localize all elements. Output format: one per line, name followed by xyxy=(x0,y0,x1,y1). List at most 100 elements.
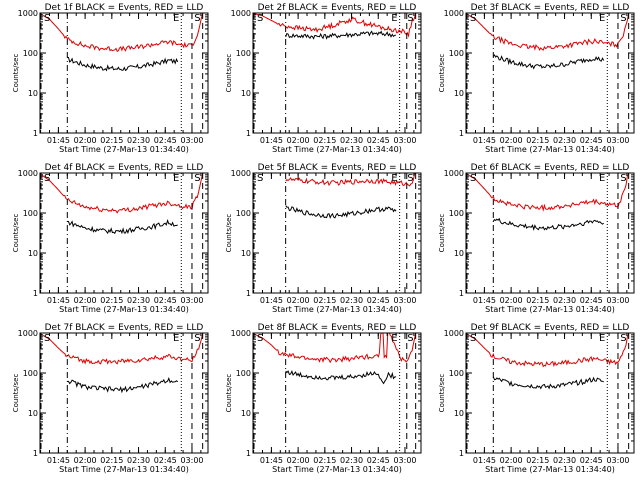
series-line-lld xyxy=(466,13,630,51)
x-axis-label: Start Time (27-Mar-13 01:34:40) xyxy=(59,305,189,314)
time-marker-label: S xyxy=(44,173,50,184)
y-axis-label: Counts/sec xyxy=(12,54,20,93)
y-axis-label: Counts/sec xyxy=(225,374,233,413)
x-tick-label: 01:45 xyxy=(260,136,283,145)
x-tick-label: 02:45 xyxy=(154,456,177,465)
series-line-events xyxy=(492,217,605,231)
y-axis-label: Counts/sec xyxy=(225,54,233,93)
x-tick-label: 03:00 xyxy=(393,456,416,465)
y-tick-label: 100 xyxy=(23,369,38,378)
x-tick-label: 02:30 xyxy=(553,136,576,145)
y-tick-label: 100 xyxy=(236,49,251,58)
time-marker-label: S xyxy=(44,13,50,24)
time-marker-label: S xyxy=(620,13,626,24)
series-line-events xyxy=(67,56,179,72)
time-marker-label: E xyxy=(391,333,397,344)
time-marker-label: S xyxy=(194,333,200,344)
y-tick-label: 10 xyxy=(454,89,464,98)
panel-title: Det 9f BLACK = Events, RED = LLD xyxy=(471,323,630,333)
x-axis-label: Start Time (27-Mar-13 01:34:40) xyxy=(272,145,402,154)
x-tick-label: 02:15 xyxy=(313,296,336,305)
x-axis-label: Start Time (27-Mar-13 01:34:40) xyxy=(272,465,402,474)
y-axis-label: Counts/sec xyxy=(438,214,446,253)
x-tick-label: 02:15 xyxy=(100,136,123,145)
x-tick-label: 01:45 xyxy=(260,456,283,465)
series-line-events xyxy=(285,369,397,385)
series-line-events xyxy=(492,54,605,70)
series-group xyxy=(40,173,204,235)
time-marker-label: S xyxy=(407,13,413,24)
series-line-lld xyxy=(253,13,417,38)
y-tick-label: 10 xyxy=(28,249,38,258)
y-tick-label: 1000 xyxy=(444,329,464,338)
plot-frame xyxy=(465,12,635,134)
y-tick-label: 10 xyxy=(241,249,251,258)
time-marker-label: S xyxy=(407,173,413,184)
x-tick-label: 03:00 xyxy=(606,136,629,145)
x-axis-label: Start Time (27-Mar-13 01:34:40) xyxy=(485,465,615,474)
x-tick-label: 02:15 xyxy=(526,136,549,145)
panel-title: Det 4f BLACK = Events, RED = LLD xyxy=(45,163,204,173)
x-axis-label: Start Time (27-Mar-13 01:34:40) xyxy=(485,145,615,154)
time-marker-label: E xyxy=(173,333,179,344)
y-axis-label: Counts/sec xyxy=(12,374,20,413)
time-marker-label: S xyxy=(620,333,626,344)
x-axis-label: Start Time (27-Mar-13 01:34:40) xyxy=(485,305,615,314)
series-group xyxy=(253,13,417,40)
y-tick-label: 1 xyxy=(33,449,38,458)
x-tick-label: 03:00 xyxy=(393,296,416,305)
y-axis-label: Counts/sec xyxy=(12,214,20,253)
y-tick-label: 1 xyxy=(246,289,251,298)
series-line-lld xyxy=(40,173,204,214)
y-tick-label: 1000 xyxy=(444,9,464,18)
y-tick-label: 1 xyxy=(246,129,251,138)
panel-title: Det 1f BLACK = Events, RED = LLD xyxy=(45,3,204,13)
x-tick-label: 03:00 xyxy=(180,136,203,145)
series-group xyxy=(253,333,417,385)
y-tick-label: 1000 xyxy=(18,169,38,178)
y-tick-label: 10 xyxy=(454,409,464,418)
time-marker-label: S xyxy=(194,173,200,184)
x-tick-label: 03:00 xyxy=(393,136,416,145)
plot-frame xyxy=(465,332,635,454)
x-axis-label: Start Time (27-Mar-13 01:34:40) xyxy=(59,465,189,474)
x-tick-label: 02:00 xyxy=(74,456,97,465)
x-tick-label: 02:30 xyxy=(127,456,150,465)
x-tick-label: 02:00 xyxy=(500,296,523,305)
y-tick-label: 10 xyxy=(241,409,251,418)
y-tick-label: 10 xyxy=(241,89,251,98)
y-tick-label: 1000 xyxy=(231,9,251,18)
y-tick-label: 100 xyxy=(449,49,464,58)
plot-frame xyxy=(465,172,635,294)
x-tick-label: 02:30 xyxy=(340,296,363,305)
series-line-lld xyxy=(40,333,204,365)
series-line-lld xyxy=(253,333,417,364)
y-tick-label: 100 xyxy=(236,209,251,218)
x-tick-label: 01:45 xyxy=(47,136,70,145)
x-tick-label: 02:45 xyxy=(367,456,390,465)
x-tick-label: 02:45 xyxy=(367,136,390,145)
y-tick-label: 1 xyxy=(459,129,464,138)
series-line-events xyxy=(285,30,397,40)
panel-title: Det 7f BLACK = Events, RED = LLD xyxy=(45,323,204,333)
y-tick-label: 100 xyxy=(23,209,38,218)
y-tick-label: 10 xyxy=(28,409,38,418)
series-line-lld xyxy=(285,173,417,187)
time-marker-label: S xyxy=(44,333,50,344)
series-line-lld xyxy=(40,13,204,52)
time-marker-label: S xyxy=(257,333,263,344)
x-tick-label: 02:00 xyxy=(500,456,523,465)
time-marker-label: E xyxy=(599,173,605,184)
time-marker-label: E xyxy=(391,173,397,184)
time-marker-label: S xyxy=(470,173,476,184)
x-tick-label: 02:00 xyxy=(500,136,523,145)
panel-title: Det 8f BLACK = Events, RED = LLD xyxy=(258,323,417,333)
plot-frame xyxy=(252,12,422,134)
y-tick-label: 100 xyxy=(449,209,464,218)
x-tick-label: 02:15 xyxy=(526,456,549,465)
